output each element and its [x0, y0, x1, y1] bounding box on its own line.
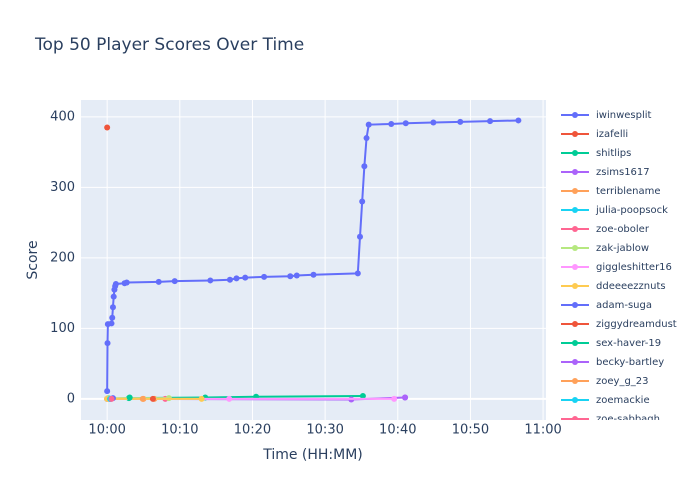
data-point [171, 278, 178, 285]
data-point [108, 395, 115, 402]
legend-label[interactable]: julia-poopsock [595, 205, 668, 216]
data-point [226, 276, 233, 283]
y-axis-label: Score [25, 240, 41, 279]
data-point [363, 135, 370, 142]
legend-label[interactable]: terriblename [596, 186, 661, 197]
legend-label[interactable]: shitlips [596, 148, 631, 159]
legend-marker [572, 321, 578, 327]
legend-marker [572, 340, 578, 346]
legend-marker [572, 397, 578, 403]
data-point [104, 124, 111, 131]
data-point [109, 314, 116, 321]
legend-label[interactable]: ddeeeezznuts [596, 281, 666, 292]
data-point [361, 163, 368, 170]
legend-label[interactable]: izafelli [596, 129, 628, 140]
data-point [242, 274, 249, 281]
data-point [357, 233, 363, 240]
legend-label[interactable]: iwinwesplit [596, 110, 652, 121]
data-point [515, 117, 522, 124]
legend-marker [572, 131, 578, 137]
data-point [139, 395, 146, 402]
x-tick-label: 10:50 [452, 423, 489, 438]
legend-marker [572, 264, 578, 270]
data-point [198, 395, 205, 402]
legend-label[interactable]: sex-haver-19 [596, 338, 661, 349]
data-point [261, 273, 268, 280]
legend-label[interactable]: ziggydreamdust [596, 319, 677, 330]
data-point [487, 118, 494, 125]
data-point [402, 394, 409, 401]
legend-marker [572, 226, 578, 232]
x-tick-label: 10:10 [161, 423, 198, 438]
x-tick-label: 10:00 [88, 423, 125, 438]
data-point [359, 393, 366, 400]
data-point [126, 394, 133, 401]
y-tick-label: 100 [50, 321, 75, 336]
legend-marker [572, 302, 578, 308]
data-point [226, 395, 233, 402]
data-point [365, 121, 372, 128]
data-point [108, 320, 115, 327]
x-tick-label: 10:30 [306, 423, 343, 438]
legend-marker [572, 245, 578, 251]
data-point [391, 395, 398, 402]
legend-marker [572, 378, 578, 384]
data-point [104, 388, 111, 395]
data-point [359, 198, 366, 205]
data-point [207, 277, 214, 284]
grid [81, 100, 546, 420]
data-point [457, 118, 464, 125]
legend-marker [572, 416, 578, 420]
plot-area [81, 100, 546, 420]
data-point [110, 293, 117, 300]
data-point [293, 272, 300, 279]
legend-label[interactable]: zoey_g_23 [596, 376, 649, 387]
legend-label[interactable]: becky-bartley [596, 357, 664, 368]
y-tick-label: 0 [67, 391, 75, 406]
legend-label[interactable]: zoe-oboler [596, 224, 650, 235]
data-point [388, 120, 395, 127]
legend-marker [572, 169, 578, 175]
legend-label[interactable]: zoemackie [596, 395, 650, 406]
data-point [287, 273, 294, 280]
legend-label[interactable]: adam-suga [596, 300, 652, 311]
data-point [155, 278, 162, 285]
y-tick-label: 400 [50, 109, 75, 124]
legend-label[interactable]: zoe-sabbagh [596, 414, 660, 425]
legend-label[interactable]: zak-jablow [596, 243, 649, 254]
legend-label[interactable]: zsims1617 [596, 167, 650, 178]
legend: iwinwesplit izafelli shitlips zsims1617 terr… [561, 110, 677, 425]
legend-marker [572, 150, 578, 156]
series-layer [104, 117, 522, 403]
series-line [106, 119, 519, 392]
data-point [123, 279, 130, 286]
legend-marker [572, 112, 578, 118]
y-tick-label: 200 [50, 250, 75, 265]
data-point [310, 271, 317, 278]
x-tick-label: 10:40 [379, 423, 416, 438]
x-tick-label: 11:00 [524, 423, 561, 438]
legend-marker [572, 359, 578, 365]
legend-marker [572, 207, 578, 213]
y-tick-label: 300 [50, 180, 75, 195]
data-point [233, 275, 240, 282]
data-point [109, 304, 116, 311]
legend-label[interactable]: giggleshitter16 [596, 262, 672, 273]
data-point [430, 119, 437, 126]
data-point [354, 270, 361, 277]
x-axis-label: Time (HH:MM) [262, 447, 363, 463]
data-point [112, 280, 119, 287]
data-point [402, 120, 409, 127]
data-point [149, 395, 156, 402]
data-point [104, 340, 111, 347]
chart-title: Top 50 Player Scores Over Time [34, 35, 304, 55]
legend-marker [572, 283, 578, 289]
legend-marker [572, 188, 578, 194]
x-tick-label: 10:20 [234, 423, 271, 438]
